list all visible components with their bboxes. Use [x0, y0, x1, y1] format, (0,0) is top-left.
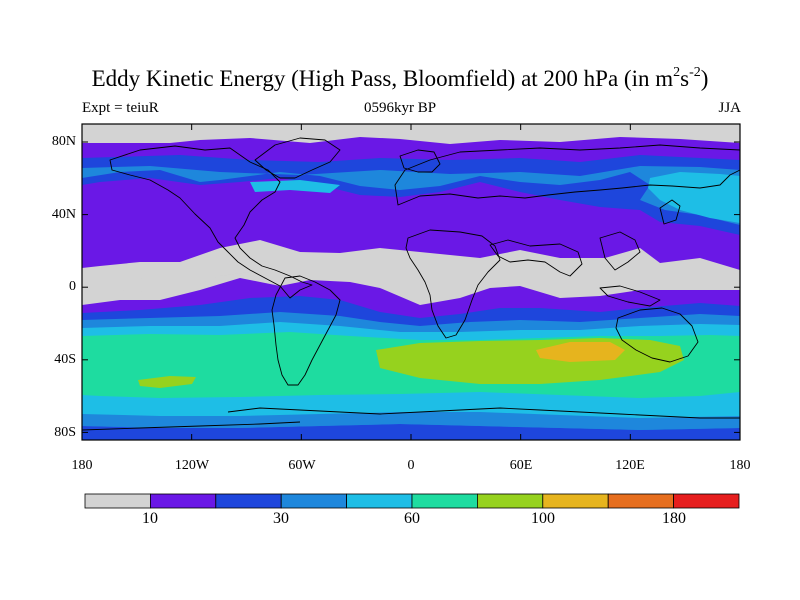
colorbar-swatch-4 [346, 493, 413, 509]
lon-label-120w: 120W [174, 458, 210, 473]
colorbar-swatch-3 [280, 493, 348, 509]
axis-ticks [81, 124, 741, 440]
lon-label-0: 0 [407, 458, 415, 473]
colorbar-label-180: 180 [662, 510, 686, 527]
lon-label-60w: 60W [288, 458, 316, 473]
colorbar-swatch-5 [411, 493, 478, 509]
colorbar-swatch-7 [542, 493, 609, 509]
colorbar-swatch-0 [84, 493, 151, 509]
experiment-label: Expt = teiuR [82, 100, 159, 116]
lat-label-40s: 40S [54, 352, 76, 367]
colorbar [84, 493, 740, 509]
plot-title: Eddy Kinetic Energy (High Pass, Bloomfie… [91, 65, 709, 92]
colorbar-label-30: 30 [273, 510, 289, 527]
lon-label-180e: 180 [729, 458, 751, 473]
colorbar-swatch-1 [149, 493, 217, 509]
colorbar-swatch-6 [476, 493, 544, 509]
colorbar-label-60: 60 [404, 510, 420, 527]
lon-label-180w: 180 [71, 458, 93, 473]
season-label: JJA [718, 100, 741, 116]
eke-field [82, 124, 740, 440]
colorbar-swatch-8 [607, 493, 675, 509]
colorbar-swatch-9 [673, 493, 740, 509]
colorbar-label-10: 10 [142, 510, 158, 527]
lat-label-80n: 80N [51, 134, 76, 149]
colorbar-swatch-2 [215, 493, 282, 509]
coastlines [81, 137, 741, 431]
lon-label-120e: 120E [615, 458, 645, 473]
lat-label-equator: 0 [69, 279, 76, 294]
lat-label-40n: 40N [51, 207, 76, 222]
period-label: 0596kyr BP [363, 100, 437, 116]
colorbar-label-100: 100 [531, 510, 555, 527]
lat-label-80s: 80S [54, 425, 76, 440]
lon-label-60e: 60E [509, 458, 533, 473]
